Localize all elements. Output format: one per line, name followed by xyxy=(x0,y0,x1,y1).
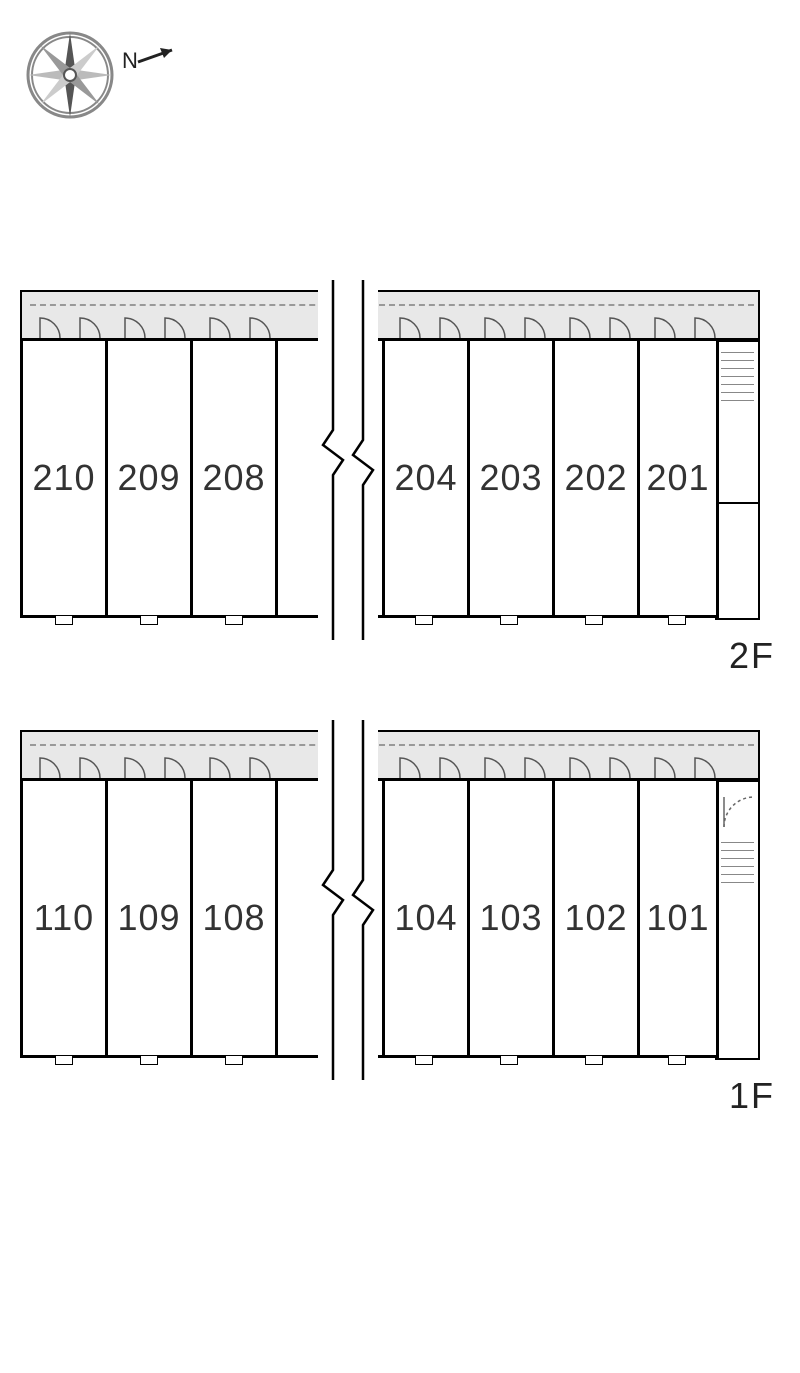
unit-label: 104 xyxy=(394,897,457,939)
window-notch xyxy=(140,1055,158,1065)
unit-label: 209 xyxy=(117,457,180,499)
unit-label: 203 xyxy=(479,457,542,499)
window-notch xyxy=(668,615,686,625)
unit-label: 208 xyxy=(202,457,265,499)
unit-209: 209 xyxy=(105,338,193,618)
window-notch xyxy=(415,1055,433,1065)
unit-208: 208 xyxy=(190,338,278,618)
unit-103: 103 xyxy=(467,778,555,1058)
window-notch xyxy=(55,1055,73,1065)
compass-n-label: N xyxy=(122,48,138,73)
door-arcs-1f xyxy=(20,750,760,790)
unit-label: 108 xyxy=(202,897,265,939)
window-notch xyxy=(585,1055,603,1065)
unit-203: 203 xyxy=(467,338,555,618)
unit-label: 101 xyxy=(646,897,709,939)
compass: N xyxy=(20,20,180,135)
floor-1f: 110 109 108 104 103 102 101 xyxy=(20,730,780,1120)
unit-110: 110 xyxy=(20,778,108,1058)
unit-102: 102 xyxy=(552,778,640,1058)
floor-label-2f: 2F xyxy=(729,635,775,677)
window-notch xyxy=(140,615,158,625)
unit-201: 201 xyxy=(637,338,719,618)
window-notch xyxy=(225,615,243,625)
unit-104: 104 xyxy=(382,778,470,1058)
unit-109: 109 xyxy=(105,778,193,1058)
stair-1f xyxy=(715,780,760,1060)
break-mark-2f xyxy=(318,280,378,640)
unit-101: 101 xyxy=(637,778,719,1058)
window-notch xyxy=(500,615,518,625)
door-arcs-2f xyxy=(20,310,760,350)
window-notch xyxy=(585,615,603,625)
unit-label: 210 xyxy=(32,457,95,499)
unit-label: 202 xyxy=(564,457,627,499)
unit-label: 109 xyxy=(117,897,180,939)
break-mark-1f xyxy=(318,720,378,1080)
window-notch xyxy=(415,615,433,625)
window-notch xyxy=(500,1055,518,1065)
stair-2f xyxy=(715,340,760,620)
unit-label: 102 xyxy=(564,897,627,939)
window-notch xyxy=(668,1055,686,1065)
window-notch xyxy=(55,615,73,625)
window-notch xyxy=(225,1055,243,1065)
unit-210: 210 xyxy=(20,338,108,618)
floor-label-1f: 1F xyxy=(729,1075,775,1117)
unit-202: 202 xyxy=(552,338,640,618)
unit-label: 204 xyxy=(394,457,457,499)
unit-204: 204 xyxy=(382,338,470,618)
unit-label: 201 xyxy=(646,457,709,499)
floor-2f: 210 209 208 204 203 202 201 xyxy=(20,290,780,680)
unit-label: 110 xyxy=(34,897,94,939)
unit-108: 108 xyxy=(190,778,278,1058)
unit-label: 103 xyxy=(479,897,542,939)
